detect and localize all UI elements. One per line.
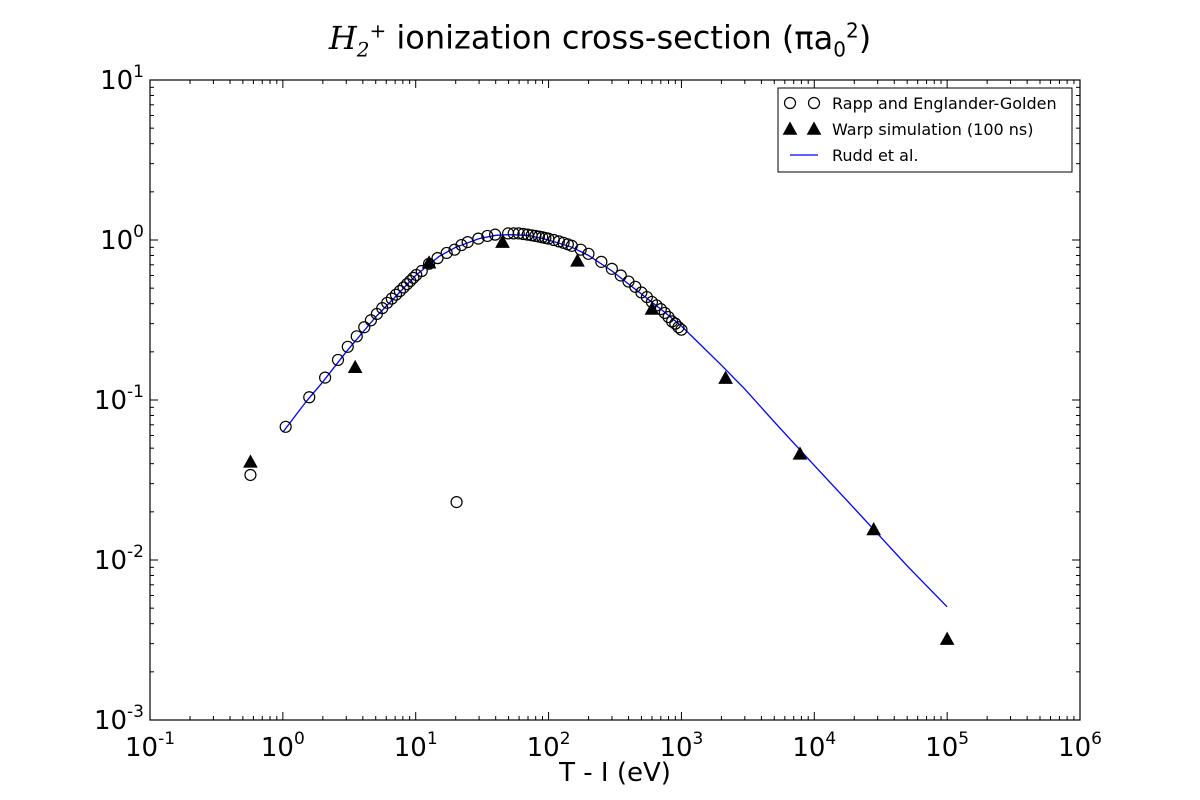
data-point-rapp [582, 247, 595, 260]
chart-title: H2+ ionization cross-section (πa02) [0, 18, 1200, 61]
data-point-rapp [303, 391, 316, 404]
legend-label: Warp simulation (100 ns) [832, 120, 1034, 139]
data-point-rapp [244, 468, 257, 482]
x-tick-label: 100 [261, 729, 305, 763]
data-point-warp [939, 631, 955, 645]
data-point-rapp [350, 330, 363, 343]
y-tick-label: 100 [100, 222, 144, 256]
data-point-rapp [431, 252, 444, 265]
data-point-rapp [389, 288, 403, 301]
data-point-warp [644, 301, 660, 315]
title-unit: (πa02) [781, 18, 872, 62]
y-tick-label: 10-2 [94, 542, 144, 576]
data-point-rapp [662, 310, 675, 324]
legend-label: Rudd et al. [832, 146, 918, 165]
data-point-rapp [481, 229, 494, 243]
plot-area [243, 227, 955, 645]
data-point-rapp [381, 296, 394, 309]
minor-ticks [150, 80, 1080, 720]
data-point-rapp [341, 340, 354, 353]
legend-label: Rapp and Englander-Golden [832, 94, 1057, 113]
y-tick-label: 10-3 [94, 702, 144, 736]
plot-frame [149, 79, 1081, 721]
x-axis-label: T - I (eV) [559, 758, 671, 788]
data-point-rapp [672, 321, 685, 334]
data-point-rapp [455, 238, 468, 252]
x-tick-label: 102 [527, 729, 571, 763]
data-point-rapp [407, 271, 420, 284]
data-point-rapp [461, 236, 474, 249]
data-point-rapp [364, 314, 378, 327]
data-point-rapp [614, 269, 627, 282]
data-point-warp [718, 370, 733, 384]
x-tick-label: 105 [925, 729, 969, 763]
data-point-warp [570, 253, 585, 267]
legend: Rapp and Englander-Golden Warp simulation… [777, 87, 1073, 173]
y-tick-label: 101 [100, 62, 144, 96]
data-point-rapp [507, 227, 520, 240]
data-point-rapp [393, 284, 406, 298]
data-point-warp [866, 522, 882, 536]
data-point-rapp [400, 278, 414, 291]
legend-marker [806, 121, 822, 135]
data-point-rapp [517, 227, 530, 241]
title-text: ionization cross-section [396, 18, 772, 57]
data-point-rapp [675, 323, 688, 336]
data-point-rapp [472, 232, 485, 245]
x-tick-label: 10-1 [125, 729, 175, 763]
data-point-rapp [489, 228, 502, 241]
data-point-warp [421, 255, 437, 269]
data-point-rapp [415, 264, 428, 278]
series-line-rudd [282, 234, 948, 608]
data-point-warp [495, 234, 510, 248]
data-point-rapp [605, 262, 618, 275]
data-point-rapp [450, 496, 463, 509]
title-molecule: H2+ [328, 18, 387, 62]
data-point-rapp [331, 353, 345, 367]
x-tick-label: 101 [394, 729, 438, 763]
legend-marker [783, 96, 797, 110]
data-point-rapp [448, 243, 461, 256]
legend-marker [807, 96, 821, 110]
data-point-rapp [385, 292, 398, 305]
data-point-rapp [319, 371, 332, 384]
data-point-rapp [440, 246, 453, 260]
x-tick-label: 104 [792, 729, 836, 763]
data-point-warp [792, 446, 808, 460]
legend-box [777, 87, 1073, 173]
data-point-rapp [658, 306, 671, 320]
major-ticks [149, 79, 1081, 721]
data-point-rapp [574, 243, 587, 256]
x-tick-label: 103 [659, 729, 703, 763]
data-point-rapp [279, 420, 292, 433]
y-tick-label: 10-1 [94, 382, 144, 416]
data-point-rapp [512, 227, 525, 240]
data-point-warp [243, 454, 258, 468]
data-point-rapp [358, 321, 371, 334]
data-point-warp [347, 359, 363, 374]
legend-marker [782, 121, 798, 135]
tick-labels: 10-1 100 101 102 103 104 105 106 10-3 10-2 10-1 100… [94, 62, 1102, 763]
data-point-rapp [397, 281, 410, 294]
x-tick-label: 106 [1058, 729, 1102, 763]
data-point-rapp [595, 255, 608, 268]
data-point-rapp [552, 235, 565, 248]
